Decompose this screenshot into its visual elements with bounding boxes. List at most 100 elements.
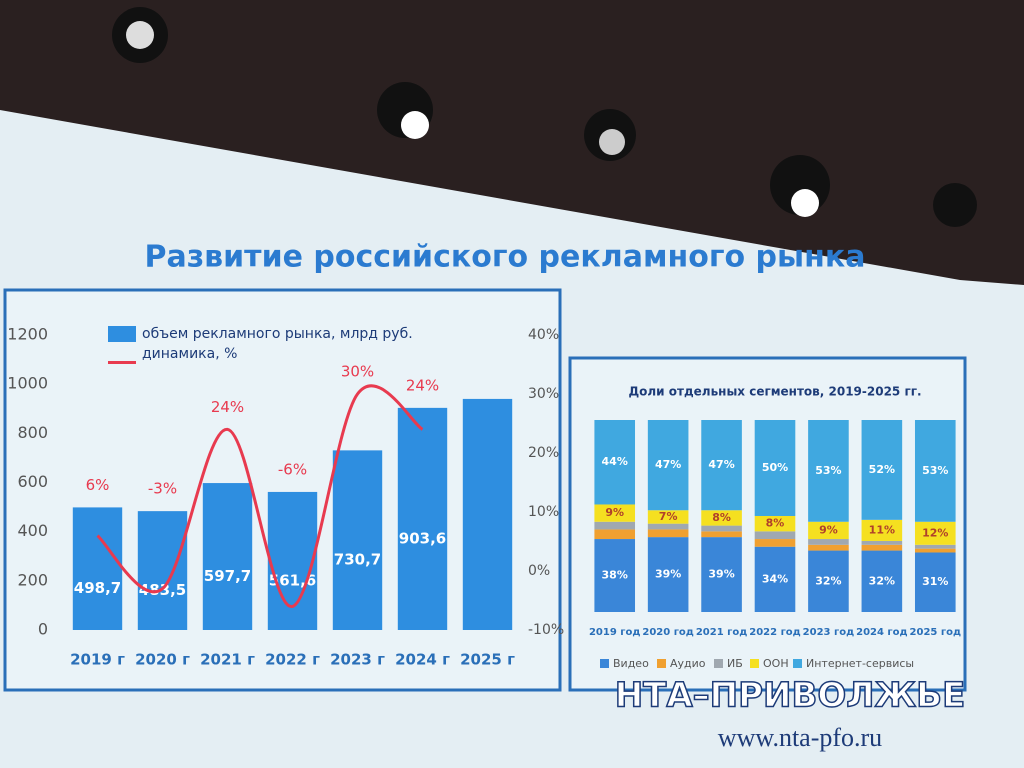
x-tick-label: 2024 год — [856, 627, 907, 638]
watermark-url: www.nta-pfo.ru — [718, 723, 882, 752]
data-label: 38% — [602, 569, 628, 582]
x-tick-label: 2025 г — [460, 651, 515, 669]
legend-swatch — [108, 326, 136, 342]
legend-label: ИБ — [727, 657, 743, 670]
bar-segment — [808, 420, 849, 522]
data-label: 24% — [406, 376, 439, 394]
bar-segment — [647, 420, 689, 511]
legend-label: динамика, % — [142, 346, 237, 362]
x-tick-label: 2022 год — [749, 627, 800, 638]
y-tick-label: 600 — [17, 472, 48, 491]
data-label: 8% — [712, 511, 731, 524]
bar-segment — [701, 537, 742, 612]
y2-tick-label: 10% — [528, 504, 559, 520]
data-label: 53% — [815, 464, 841, 477]
x-tick-label: 2022 г — [265, 651, 320, 669]
bar-segment — [808, 544, 849, 551]
x-tick-label: 2023 г — [330, 651, 385, 669]
data-label: 6% — [86, 476, 110, 494]
y-tick-label: 800 — [17, 423, 48, 442]
bar — [397, 407, 448, 630]
bar-segment — [861, 544, 903, 551]
slide-title: Развитие российского рекламного рынка — [145, 240, 866, 275]
bar — [202, 483, 253, 630]
x-tick-label: 2020 г — [135, 651, 190, 669]
legend-swatch — [714, 659, 723, 668]
bar-segment — [647, 537, 689, 612]
bar-segment — [701, 525, 742, 532]
y-tick-label: 1200 — [7, 325, 48, 344]
data-label: 597,7 — [204, 567, 251, 585]
bar-segment — [808, 539, 849, 545]
data-label: -6% — [278, 460, 307, 478]
data-label: 9% — [605, 506, 624, 519]
bar — [462, 398, 513, 630]
bar-segment — [754, 539, 796, 547]
data-label: 32% — [869, 574, 895, 587]
legend-swatch — [750, 659, 759, 668]
bar-segment — [701, 531, 742, 538]
data-label: 53% — [922, 464, 948, 477]
legend-swatch — [793, 659, 802, 668]
y-tick-label: 400 — [17, 521, 48, 540]
y2-tick-label: 40% — [528, 327, 559, 343]
bar-segment — [861, 540, 903, 545]
legend-swatch — [108, 361, 136, 364]
bar — [332, 450, 383, 630]
legend-label: ООН — [763, 657, 789, 670]
data-label: 24% — [211, 398, 244, 416]
bar-segment — [808, 521, 849, 540]
y2-tick-label: 0% — [528, 563, 550, 579]
bar-segment — [914, 544, 956, 549]
legend-label: Аудио — [670, 657, 706, 670]
bar — [267, 491, 318, 630]
bar — [137, 511, 188, 630]
data-label: 730,7 — [334, 551, 381, 569]
legend-swatch — [600, 659, 609, 668]
data-label: 47% — [708, 458, 734, 471]
data-label: 30% — [341, 363, 374, 381]
bar-segment — [754, 531, 796, 540]
bar — [72, 507, 123, 630]
bar-segment — [914, 552, 956, 612]
data-label: 32% — [815, 574, 841, 587]
watermark-name: НТА–ПРИВОЛЖЬЕ — [615, 676, 966, 716]
bar-segment — [754, 420, 796, 516]
x-tick-label: 2020 год — [642, 627, 693, 638]
bar-segment — [914, 548, 956, 553]
legend-swatch — [657, 659, 666, 668]
bar-segment — [647, 529, 689, 538]
y2-tick-label: 20% — [528, 445, 559, 461]
bar-segment — [594, 504, 636, 522]
bar-segment — [914, 420, 956, 522]
bar-segment — [808, 550, 849, 612]
bar-segment — [701, 510, 742, 526]
bar-segment — [701, 420, 742, 511]
y-tick-label: 1000 — [7, 374, 48, 393]
bar-segment — [647, 523, 689, 530]
stage-lights — [112, 7, 977, 227]
x-tick-label: 2024 г — [395, 651, 450, 669]
x-tick-label: 2019 год — [589, 627, 640, 638]
bar-segment — [861, 420, 903, 520]
data-label: 498,7 — [74, 579, 121, 597]
data-label: 9% — [819, 523, 838, 536]
data-label: 11% — [869, 523, 895, 536]
data-label: 44% — [602, 455, 628, 468]
bar-segment — [594, 521, 636, 530]
x-tick-label: 2023 год — [803, 627, 854, 638]
bar-segment — [754, 546, 796, 612]
bar-segment — [861, 550, 903, 612]
data-label: 52% — [869, 463, 895, 476]
line — [96, 384, 424, 608]
bar-segment — [861, 519, 903, 541]
data-label: 47% — [655, 458, 681, 471]
x-tick-label: 2025 год — [910, 627, 961, 638]
x-tick-label: 2019 г — [70, 651, 125, 669]
data-label: -3% — [148, 480, 177, 498]
legend-label: объем рекламного рынка, млрд руб. — [142, 326, 413, 342]
data-label: 12% — [922, 526, 948, 539]
data-label: 39% — [708, 568, 734, 581]
bar-segment — [647, 510, 689, 524]
